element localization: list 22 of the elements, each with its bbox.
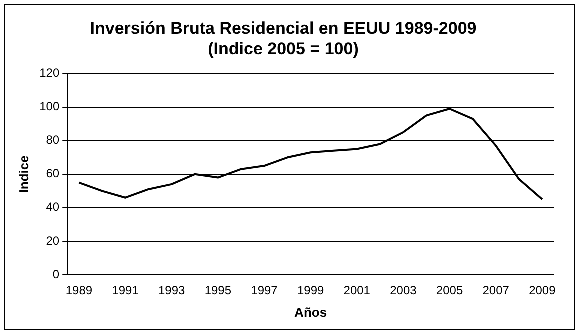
y-axis-title: Indice <box>16 156 32 194</box>
x-tick-label: 1995 <box>204 284 232 298</box>
y-tick-label: 60 <box>46 166 60 181</box>
text: Inversión Bruta Residencial en EEUU 1989-2009 <box>90 18 477 38</box>
x-axis-title: Años <box>294 304 328 320</box>
y-tick-label: 100 <box>40 100 60 114</box>
x-tick-label: 2003 <box>390 284 418 298</box>
x-tick-label: 2001 <box>344 284 371 298</box>
y-tick-label: 40 <box>46 200 60 214</box>
y-tick-label: 20 <box>46 234 60 248</box>
y-tick-label: 80 <box>46 133 60 148</box>
x-tick-label: 2009 <box>529 284 556 298</box>
text: (Indice 2005 = 100) <box>208 39 359 58</box>
x-tick-label: 1989 <box>66 284 93 298</box>
y-tick-label: 120 <box>40 66 60 80</box>
x-tick-label: 2007 <box>482 284 510 298</box>
x-tick-label: 1999 <box>297 284 324 298</box>
x-tick-label: 2005 <box>436 284 464 298</box>
x-tick-label: 1991 <box>112 284 140 298</box>
y-tick-label: 0 <box>52 267 60 282</box>
x-tick-label: 1997 <box>251 284 278 298</box>
x-tick-label: 1993 <box>158 284 186 298</box>
